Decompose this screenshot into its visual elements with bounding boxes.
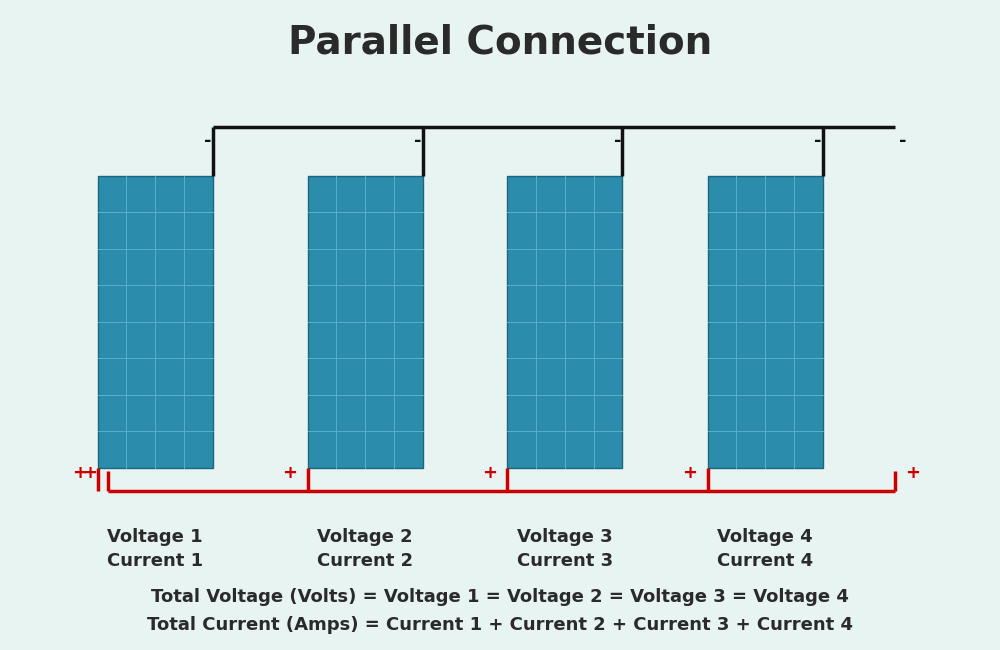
- Text: +: +: [682, 463, 697, 482]
- Text: Voltage 2
Current 2: Voltage 2 Current 2: [317, 528, 413, 570]
- Text: -: -: [204, 132, 211, 150]
- Text: Total Current (Amps) = Current 1 + Current 2 + Current 3 + Current 4: Total Current (Amps) = Current 1 + Curre…: [147, 616, 853, 634]
- Text: Voltage 4
Current 4: Voltage 4 Current 4: [717, 528, 813, 570]
- Text: -: -: [414, 132, 421, 150]
- Text: -: -: [614, 132, 621, 150]
- Text: -: -: [814, 132, 821, 150]
- Text: Voltage 3
Current 3: Voltage 3 Current 3: [517, 528, 613, 570]
- Text: -: -: [899, 132, 907, 150]
- Text: Voltage 1
Current 1: Voltage 1 Current 1: [107, 528, 203, 570]
- Bar: [708, 176, 822, 468]
- Text: Parallel Connection: Parallel Connection: [288, 23, 712, 61]
- Text: +: +: [282, 463, 297, 482]
- Text: Total Voltage (Volts) = Voltage 1 = Voltage 2 = Voltage 3 = Voltage 4: Total Voltage (Volts) = Voltage 1 = Volt…: [151, 588, 849, 606]
- Text: +: +: [482, 463, 497, 482]
- Text: +: +: [72, 463, 87, 482]
- Text: +: +: [906, 463, 920, 482]
- Bar: [98, 176, 212, 468]
- Bar: [507, 176, 622, 468]
- Text: +: +: [82, 463, 98, 482]
- Bar: [308, 176, 422, 468]
